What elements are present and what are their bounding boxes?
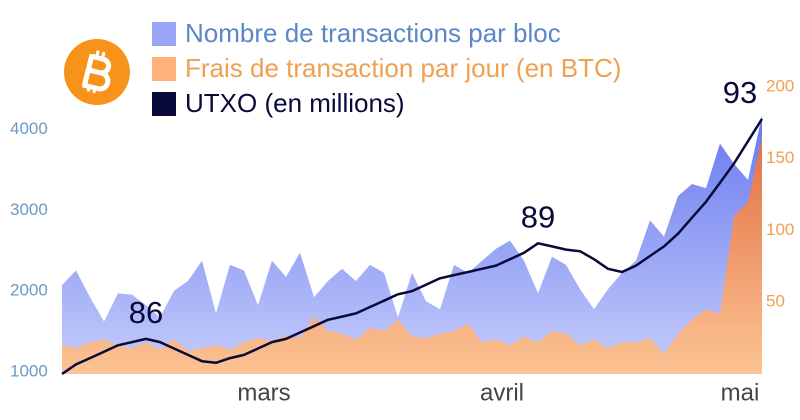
y-tick-label: 4000 bbox=[10, 119, 48, 138]
y2-tick-label: 100 bbox=[766, 220, 794, 239]
y2-tick-label: 50 bbox=[766, 292, 785, 311]
legend-swatch bbox=[152, 22, 176, 46]
y-tick-label: 3000 bbox=[10, 200, 48, 219]
y-tick-label: 1000 bbox=[10, 361, 48, 380]
y2-tick-label: 150 bbox=[766, 148, 794, 167]
y-tick-label: 2000 bbox=[10, 281, 48, 300]
data-label: 86 bbox=[129, 295, 163, 330]
legend-label: UTXO (en millions) bbox=[185, 88, 405, 118]
x-tick-label: mai bbox=[721, 379, 760, 406]
legend-label: Frais de transaction par jour (en BTC) bbox=[185, 53, 621, 83]
area bbox=[62, 137, 762, 374]
bitcoin-logo bbox=[64, 39, 130, 105]
line bbox=[61, 118, 764, 376]
y2-tick-label: 200 bbox=[766, 76, 794, 95]
legend-swatch bbox=[152, 92, 176, 116]
legend-label: Nombre de transactions par bloc bbox=[185, 18, 561, 48]
x-tick-label: avril bbox=[480, 379, 524, 406]
data-label: 89 bbox=[521, 199, 555, 234]
x-tick-label: mars bbox=[237, 379, 290, 406]
legend-swatch bbox=[152, 57, 176, 81]
area bbox=[62, 115, 762, 375]
data-label: 93 bbox=[723, 75, 757, 110]
